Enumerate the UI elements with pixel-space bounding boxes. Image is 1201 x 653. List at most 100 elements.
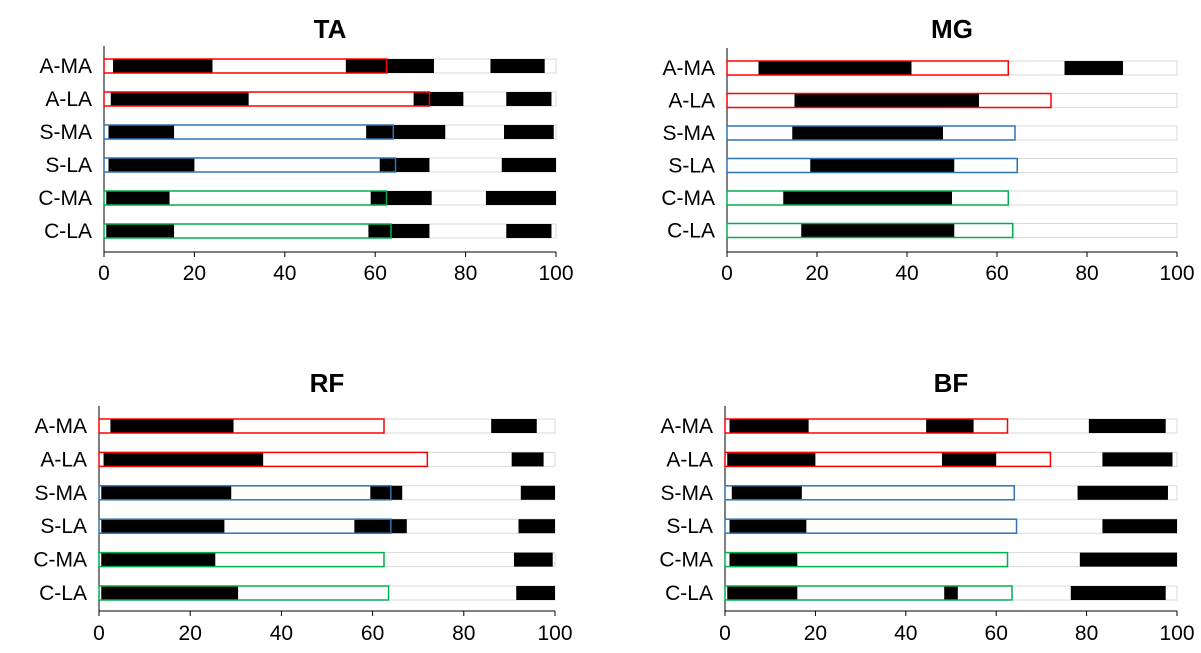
chart-title: RF <box>310 368 345 398</box>
activation-segment <box>1102 452 1173 467</box>
activation-segment <box>926 419 974 433</box>
activation-segment <box>106 224 175 238</box>
category-label: C-MA <box>661 187 715 210</box>
category-label: S-LA <box>668 155 715 178</box>
category-label: C-MA <box>659 549 713 572</box>
activation-segment <box>801 223 955 238</box>
category-label: A-MA <box>35 415 88 438</box>
stance-outline-bar <box>103 124 395 140</box>
stance-outline-bar <box>726 92 1052 109</box>
activation-segment <box>413 92 430 106</box>
activation-segment <box>110 92 249 106</box>
stance-outline-bar <box>724 418 1009 434</box>
panel-bf: BF 0 20 40 60 80 100 A-MA A-LA S-MA S-LA C-MA C-LA <box>659 368 1194 645</box>
activation-segment <box>390 485 403 500</box>
activation-segment <box>108 125 175 139</box>
activation-segment <box>386 59 434 73</box>
x-tick-label: 20 <box>179 622 202 645</box>
activation-segment <box>504 125 554 139</box>
x-tick-label: 60 <box>985 262 1008 285</box>
activation-segment <box>345 59 387 73</box>
x-tick-label: 80 <box>1075 622 1098 645</box>
activation-segment <box>520 485 555 500</box>
activation-segment <box>1070 586 1166 600</box>
category-label: C-LA <box>44 220 92 243</box>
x-tick-label: 0 <box>98 262 110 285</box>
stance-outline-bar <box>98 451 429 468</box>
category-label: C-LA <box>39 582 87 605</box>
category-label: A-MA <box>661 415 714 438</box>
category-label: S-MA <box>35 482 88 505</box>
chart-title: BF <box>934 368 969 398</box>
activation-segment <box>393 125 446 139</box>
activation-segment <box>941 452 997 467</box>
activation-segment <box>1102 519 1177 534</box>
stance-outline-bar <box>103 58 388 74</box>
category-label: A-LA <box>45 88 92 111</box>
x-tick-label: 0 <box>719 622 731 645</box>
activation-segment <box>390 519 407 534</box>
activation-segment <box>810 158 955 173</box>
stance-outline-bar <box>103 157 397 173</box>
activation-segment <box>1064 61 1123 75</box>
panel-rf: RF 0 20 40 60 80 100 A-MA A-LA S-MA S-LA C-MA C-LA <box>33 368 572 645</box>
activation-segment <box>110 419 234 433</box>
activation-segment <box>731 485 802 500</box>
x-tick-label: 80 <box>454 262 477 285</box>
category-label: C-LA <box>667 220 715 243</box>
category-label: S-MA <box>663 122 716 145</box>
stance-outline-bar <box>103 223 392 239</box>
activation-segment <box>794 93 979 108</box>
x-tick-label: 80 <box>452 622 475 645</box>
stance-outline-bar <box>726 157 1018 174</box>
category-label: S-MA <box>661 482 714 505</box>
x-tick-label: 40 <box>894 622 917 645</box>
x-tick-label: 20 <box>805 262 828 285</box>
activation-segment <box>792 126 943 140</box>
activation-segment <box>370 191 387 205</box>
activation-segment <box>101 485 232 500</box>
stance-outline-bar <box>724 585 1013 601</box>
stance-outline-bar <box>726 190 1009 206</box>
x-tick-label: 100 <box>1159 262 1194 285</box>
category-label: A-MA <box>663 57 716 80</box>
activation-segment <box>103 452 264 467</box>
stance-outline-bar <box>103 91 431 107</box>
stance-outline-bar <box>724 451 1052 468</box>
activation-segment <box>516 586 555 600</box>
activation-segment <box>391 224 430 238</box>
activation-segment <box>727 586 798 600</box>
category-label: S-LA <box>45 154 92 177</box>
x-tick-label: 40 <box>270 622 293 645</box>
category-label: A-LA <box>666 448 713 471</box>
activation-segment <box>729 552 798 567</box>
panel-ta: TA 0 20 40 60 80 100 A-MA A-LA S-MA S-LA C-MA C-LA <box>38 14 573 285</box>
activation-segment <box>485 191 556 205</box>
x-tick-label: 100 <box>537 622 572 645</box>
activation-segment <box>501 158 556 172</box>
activation-segment <box>944 586 958 600</box>
activation-segment <box>354 519 391 534</box>
category-label: C-MA <box>38 187 92 210</box>
activation-segment <box>101 519 225 534</box>
activation-segment <box>106 191 170 205</box>
activation-segment <box>366 125 394 139</box>
x-tick-label: 60 <box>364 262 387 285</box>
activation-segment <box>368 224 392 238</box>
stance-outline-bar <box>98 518 392 534</box>
x-tick-label: 20 <box>183 262 206 285</box>
activation-segment <box>1077 485 1168 500</box>
category-label: A-LA <box>40 448 87 471</box>
chart-title: TA <box>314 14 347 44</box>
activation-segment <box>1088 419 1166 433</box>
stance-outline-bar <box>98 485 392 501</box>
category-label: A-LA <box>668 90 715 113</box>
activation-segment <box>490 59 545 73</box>
activation-segment <box>783 191 952 205</box>
activation-segment <box>370 485 391 500</box>
x-tick-label: 100 <box>1159 622 1194 645</box>
activation-segment <box>758 61 912 75</box>
activation-segment <box>513 552 553 567</box>
activation-segment <box>113 59 213 73</box>
activation-segment <box>506 224 552 238</box>
